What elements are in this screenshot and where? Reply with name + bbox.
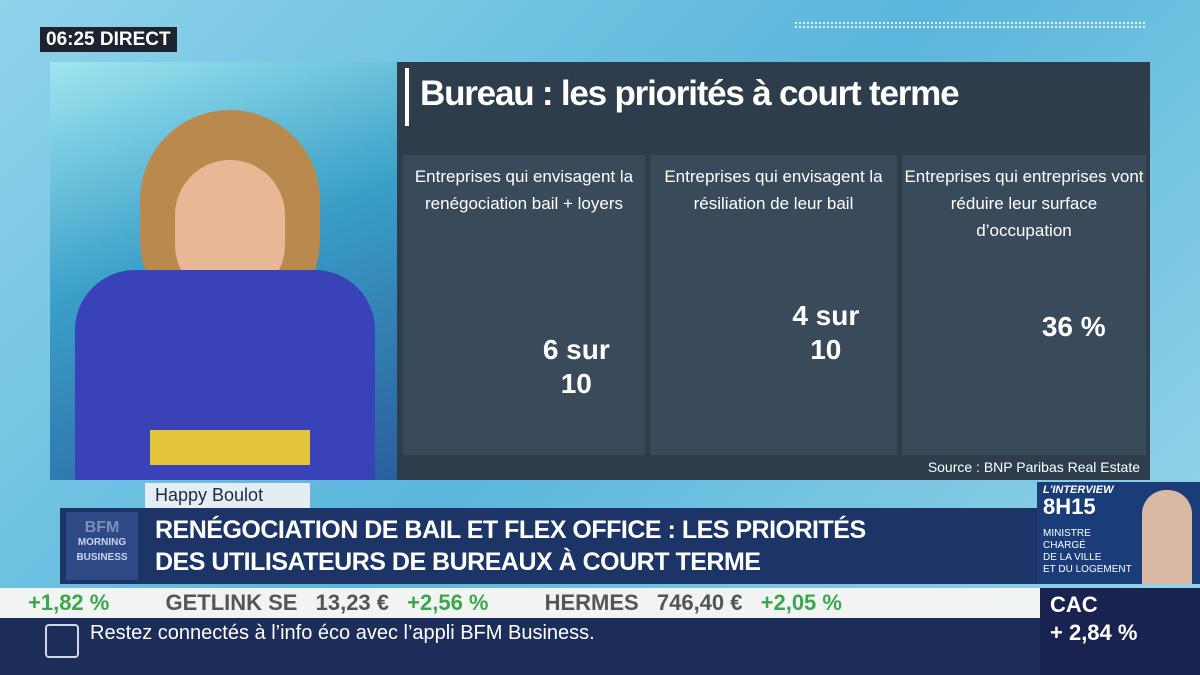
decor-lines xyxy=(795,22,1145,28)
logo-text: BUSINESS xyxy=(76,552,128,563)
chart-panel xyxy=(650,155,897,455)
headline-line: DES UTILISATEURS DE BUREAUX À COURT TERM… xyxy=(155,548,761,576)
infographic-title: Bureau : les priorités à court terme xyxy=(420,74,960,113)
chart-panel xyxy=(403,155,645,455)
interview-label: L'INTERVIEW xyxy=(1043,484,1114,496)
headline-line: RENÉGOCIATION DE BAIL ET FLEX OFFICE : L… xyxy=(155,516,866,544)
interview-time: 8H15 xyxy=(1043,494,1096,519)
guest-photo xyxy=(1142,490,1192,584)
chart-title: Entreprises qui envisagent la renégociat… xyxy=(414,167,634,213)
ticker-price: 13,23 € xyxy=(315,590,390,615)
caption-line: DE LA VILLE xyxy=(1043,552,1102,563)
headline: RENÉGOCIATION DE BAIL ET FLEX OFFICE : L… xyxy=(155,514,866,578)
logo-text: MORNING xyxy=(77,537,127,548)
chart-title: Entreprises qui entreprises vont réduire… xyxy=(904,167,1144,240)
value-label: 36 % xyxy=(1041,310,1106,342)
interview-box: L'INTERVIEW 8H15 MINISTRE CHARGÉ DE LA V… xyxy=(1037,482,1200,584)
value-label: 6 sur 10 xyxy=(542,333,610,399)
interview-caption: MINISTRE CHARGÉ DE LA VILLE ET DU LOGEME… xyxy=(1043,528,1132,576)
title-rule xyxy=(405,68,409,126)
phone-icon xyxy=(45,624,79,658)
presenter-belt xyxy=(150,430,310,465)
segment-tag: Happy Boulot xyxy=(145,483,310,508)
source: Source : BNP Paribas Real Estate xyxy=(927,459,1140,475)
caption-line: ET DU LOGEMENT xyxy=(1043,564,1132,575)
crawl-text: Restez connectés à l’info éco avec l’app… xyxy=(90,622,595,644)
crawl-bar xyxy=(0,618,1040,675)
ticker-name: GETLINK SE xyxy=(165,590,298,615)
clock-box: 06:25 DIRECT xyxy=(40,27,177,52)
ticker-price: 746,40 € xyxy=(656,590,743,615)
ticker: +1,82 % GETLINK SE 13,23 € +2,56 % HERME… xyxy=(0,588,1040,618)
index-box: CAC + 2,84 % xyxy=(1040,588,1200,675)
logo-text: BFM xyxy=(84,519,120,536)
ticker-name: HERMES xyxy=(544,590,639,615)
index-change: + 2,84 % xyxy=(1050,620,1138,645)
ticker-change: +1,82 % xyxy=(28,590,110,615)
ticker-change: +2,05 % xyxy=(760,590,842,615)
value-label: 4 sur 10 xyxy=(792,300,860,365)
show-logo: BFM MORNING BUSINESS xyxy=(66,512,138,580)
chart-panel xyxy=(902,155,1146,455)
headline-bar xyxy=(60,508,1037,584)
ticker-change: +2,56 % xyxy=(407,590,489,615)
caption-line: CHARGÉ xyxy=(1043,540,1086,551)
live-label: DIRECT xyxy=(99,29,171,50)
clock: 06:25 xyxy=(46,29,95,50)
chart-title: Entreprises qui envisagent la résiliatio… xyxy=(664,167,883,213)
caption-line: MINISTRE xyxy=(1043,528,1091,539)
index-name: CAC xyxy=(1050,592,1098,617)
